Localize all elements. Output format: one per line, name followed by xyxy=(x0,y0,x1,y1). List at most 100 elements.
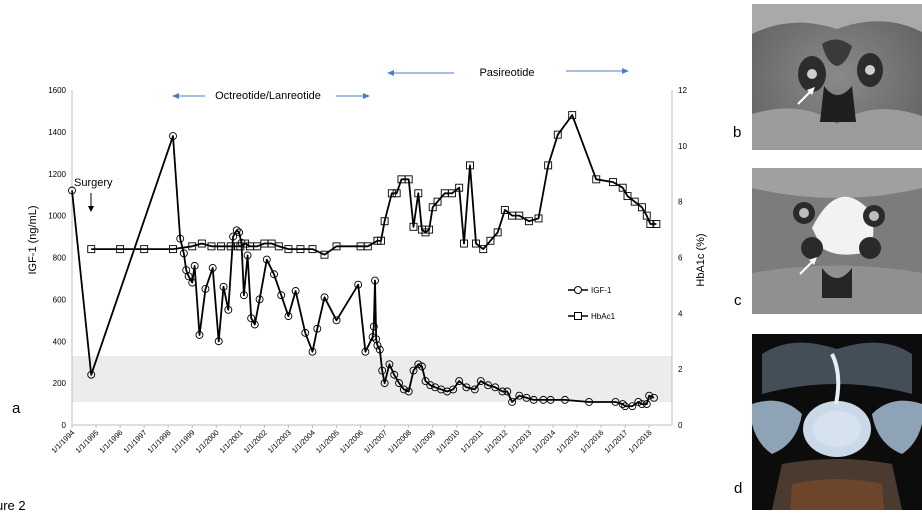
y-right-tick-label: 0 xyxy=(678,421,683,430)
pasireotide-annotation: Pasireotide xyxy=(479,67,534,79)
x-tick-label: 1/1/2014 xyxy=(530,428,557,455)
x-tick-label: 1/1/1994 xyxy=(49,428,76,455)
igf1-point xyxy=(546,395,555,404)
igf1-point xyxy=(270,270,278,279)
hba1c-point xyxy=(236,242,245,251)
igf1-point xyxy=(449,385,458,394)
hba1c-point xyxy=(433,197,442,206)
y-right-tick-label: 6 xyxy=(678,254,683,263)
igf1-point xyxy=(277,291,286,300)
chart-legend: IGF-1 HbAc1 xyxy=(568,286,616,321)
hba1c-point xyxy=(320,250,329,259)
igf1-point xyxy=(399,385,408,394)
mri-image-d xyxy=(752,334,922,510)
hba1c-point xyxy=(197,239,206,248)
igf1-point xyxy=(176,234,185,243)
x-tick-label: 1/1/2017 xyxy=(603,428,630,455)
hba1c-point xyxy=(623,192,632,201)
y-axis-left-label: IGF-1 (ng/mL) xyxy=(27,205,39,274)
hba1c-point xyxy=(414,189,423,198)
hba1c-point xyxy=(637,203,646,212)
x-tick-label: 1/1/2006 xyxy=(338,428,365,455)
igf1-point xyxy=(239,291,248,300)
x-tick-label: 1/1/2009 xyxy=(410,428,437,455)
pasireotide-arrow-left-head xyxy=(387,70,394,76)
igf1-point xyxy=(522,393,531,402)
hba1c-point xyxy=(618,183,627,192)
x-tick-label: 1/1/2010 xyxy=(434,428,461,455)
hba1c-point xyxy=(472,239,480,248)
legend-hba1c-label: HbAc1 xyxy=(591,312,616,321)
hba1c-point xyxy=(380,217,389,226)
igf1-point xyxy=(243,251,252,260)
hba1c-point xyxy=(592,175,601,184)
hba1c-point xyxy=(241,239,250,248)
igf1-point xyxy=(232,226,241,235)
hba1c-point xyxy=(553,130,562,139)
y-right-tick-label: 8 xyxy=(678,198,683,207)
igf1-point xyxy=(354,280,363,289)
hba1c-point xyxy=(207,242,216,251)
igf1-point xyxy=(409,366,418,375)
igf1-point xyxy=(169,132,177,141)
legend-igf1-label: IGF-1 xyxy=(591,286,612,295)
hba1c-point xyxy=(500,206,509,214)
igf1-point xyxy=(87,370,96,379)
igf1-point xyxy=(361,347,370,356)
hba1c-point xyxy=(387,189,396,198)
x-tick-label: 1/1/1996 xyxy=(97,428,124,455)
y-right-tick-label: 12 xyxy=(678,86,687,95)
octreotide-annotation: Octreotide/Lanreotide xyxy=(215,90,321,102)
hba1c-point xyxy=(652,220,661,228)
igf1-point xyxy=(262,255,271,264)
hba1c-point xyxy=(642,211,651,220)
y-left-tick-label: 1400 xyxy=(48,128,66,137)
igf1-point xyxy=(378,366,387,375)
x-tick-label: 1/1/1995 xyxy=(73,428,100,455)
y-left-tick-label: 400 xyxy=(53,337,67,346)
y-right-tick-label: 2 xyxy=(678,365,683,374)
igf1-point xyxy=(417,362,426,371)
hba1c-point xyxy=(404,175,413,184)
x-tick-label: 1/1/2013 xyxy=(506,428,533,455)
x-tick-label: 1/1/2008 xyxy=(386,428,413,455)
hba1c-point xyxy=(646,220,655,228)
hba1c-point xyxy=(515,211,524,220)
octreotide-arrow-left-head xyxy=(172,93,179,99)
igf1-point xyxy=(462,383,471,392)
x-tick-label: 1/1/2007 xyxy=(362,428,389,455)
igf1-point xyxy=(179,249,188,258)
igf1-point xyxy=(224,305,233,314)
panel-label-b: b xyxy=(733,124,742,141)
igf1-point xyxy=(188,278,197,287)
y-left-tick-label: 0 xyxy=(62,421,67,430)
igf1-point xyxy=(529,395,538,404)
igf1-point xyxy=(301,328,310,337)
hba1c-point xyxy=(409,222,418,231)
igf1-point xyxy=(484,381,492,390)
igf1-point xyxy=(421,377,430,385)
y-left-tick-label: 1200 xyxy=(48,170,66,179)
x-tick-label: 1/1/2002 xyxy=(242,428,269,455)
hba1c-point xyxy=(455,183,464,192)
hba1c-point xyxy=(377,236,385,245)
igf1-point xyxy=(385,360,394,369)
x-tick-label: 1/1/2005 xyxy=(314,428,341,455)
igf1-point xyxy=(373,341,382,350)
igf1-point xyxy=(515,391,524,400)
hba1c-point xyxy=(332,242,341,251)
hba1c-point xyxy=(428,203,437,212)
hba1c-point xyxy=(274,242,283,251)
igf1-point xyxy=(611,398,620,406)
y-left-tick-label: 1600 xyxy=(48,86,66,95)
pasireotide-arrow-right-head xyxy=(622,68,629,74)
hba1c-point xyxy=(486,236,495,245)
igf1-point xyxy=(250,320,259,329)
igf1-point xyxy=(628,402,637,411)
igf1-series-line xyxy=(71,135,655,408)
igf1-point xyxy=(390,370,399,379)
hba1c-series-line xyxy=(91,114,657,256)
igf1-point xyxy=(291,287,300,295)
igf1-point xyxy=(247,314,256,323)
